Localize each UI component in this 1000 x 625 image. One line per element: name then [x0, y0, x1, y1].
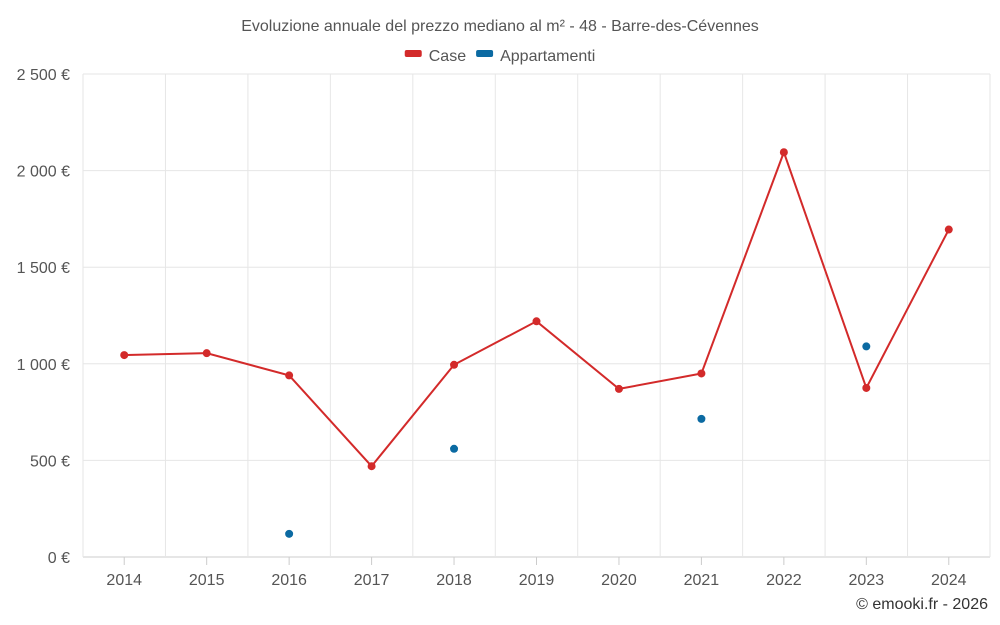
- x-tick-label: 2019: [519, 572, 555, 589]
- x-tick-label: 2017: [354, 572, 390, 589]
- data-point-case-2017: [367, 462, 376, 471]
- legend-item-appartamenti[interactable]: Appartamenti: [476, 48, 595, 65]
- series-layer: [120, 148, 953, 538]
- legend-swatch: [476, 50, 494, 57]
- x-tick-label: 2018: [436, 572, 472, 589]
- x-tick-label: 2022: [766, 572, 802, 589]
- legend: Case Appartamenti: [404, 48, 595, 65]
- chart-credit: © emooki.fr - 2026: [856, 596, 988, 613]
- x-tick-label: 2023: [849, 572, 885, 589]
- y-tick-label: 0 €: [48, 550, 70, 567]
- data-point-appartamenti-2023: [862, 342, 871, 351]
- data-point-appartamenti-2021: [697, 414, 706, 423]
- data-point-appartamenti-2018: [450, 444, 459, 453]
- y-tick-label: 2 000 €: [17, 164, 70, 181]
- x-tick-label: 2014: [106, 572, 142, 589]
- legend-label: Case: [429, 48, 466, 65]
- x-axis-ticks: 2014 2015 2016 2017 2018 2019 2020 2021 2022 2023…: [106, 557, 967, 589]
- x-tick-label: 2015: [189, 572, 225, 589]
- legend-swatch: [404, 50, 422, 57]
- y-tick-label: 1 500 €: [17, 260, 70, 277]
- data-point-case-2018: [450, 360, 459, 369]
- data-point-case-2023: [862, 383, 871, 392]
- y-axis-ticks: 0 € 500 € 1 000 € 1 500 € 2 000 € 2 500 €: [17, 67, 70, 567]
- y-tick-label: 1 000 €: [17, 357, 70, 374]
- x-tick-label: 2024: [931, 572, 967, 589]
- x-tick-label: 2021: [684, 572, 720, 589]
- x-tick-label: 2016: [271, 572, 307, 589]
- data-point-case-2024: [944, 225, 953, 234]
- chart-title: Evoluzione annuale del prezzo mediano al…: [241, 18, 759, 35]
- y-tick-label: 2 500 €: [17, 67, 70, 84]
- legend-label: Appartamenti: [500, 48, 595, 65]
- data-point-appartamenti-2016: [285, 529, 294, 538]
- data-point-case-2016: [285, 371, 294, 380]
- grid-lines: [82, 73, 991, 558]
- legend-item-case[interactable]: Case: [404, 48, 466, 65]
- x-tick-label: 2020: [601, 572, 637, 589]
- data-point-case-2019: [532, 317, 541, 326]
- data-point-case-2014: [120, 351, 129, 360]
- data-point-case-2015: [202, 349, 211, 358]
- y-tick-label: 500 €: [30, 453, 70, 470]
- data-point-case-2020: [614, 384, 623, 393]
- data-point-case-2022: [779, 148, 788, 157]
- data-point-case-2021: [697, 369, 706, 378]
